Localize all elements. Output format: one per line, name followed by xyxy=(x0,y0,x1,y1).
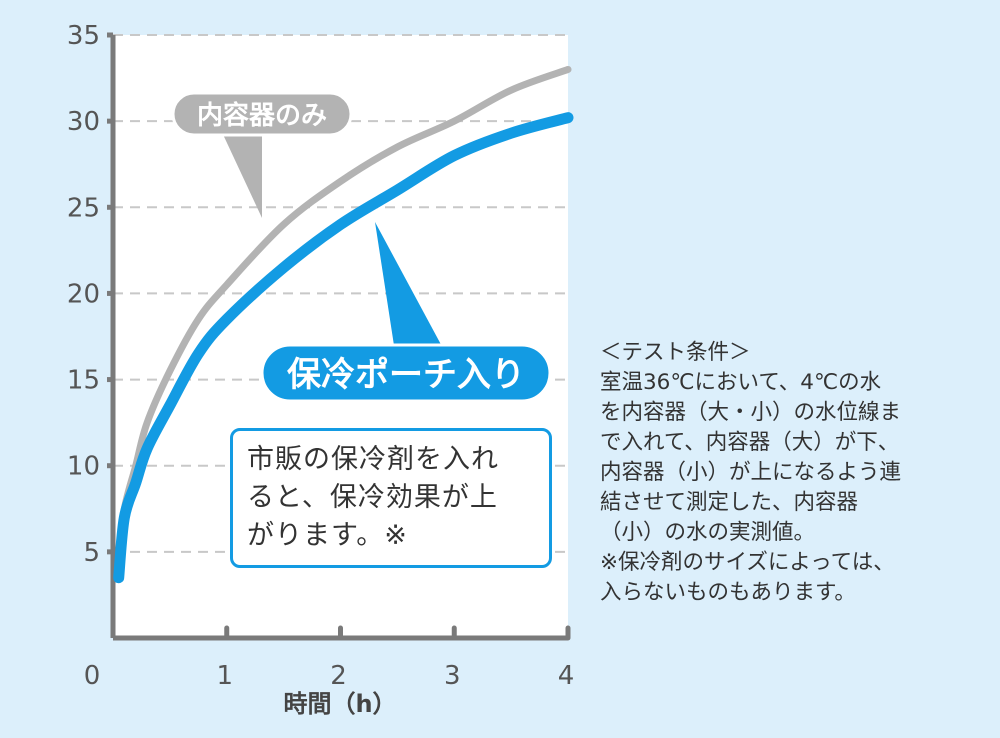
conditions-line: （小）の水の実測値。 xyxy=(600,520,816,545)
conditions-heading: ＜テスト条件＞ xyxy=(600,340,751,365)
x-tick-label: 4 xyxy=(558,661,575,691)
y-tick-label: 20 xyxy=(67,279,100,309)
conditions-line: ※保冷剤のサイズによっては、 xyxy=(600,550,895,575)
y-tick-label: 35 xyxy=(67,21,100,51)
conditions-line: で入れて、内容器（大）が下、 xyxy=(600,430,900,455)
y-tick-label: 25 xyxy=(67,193,100,223)
note-line: 市販の保冷剤を入れ xyxy=(247,444,499,475)
callout-pointer-gray xyxy=(220,128,262,218)
conditions-line: を内容器（大・小）の水位線ま xyxy=(600,400,902,425)
callout-inner-container-label: 内容器のみ xyxy=(197,100,327,131)
conditions-line: 室温36℃において、4℃の水 xyxy=(600,370,882,395)
callout-cooler-pouch-label: 保冷ポーチ入り xyxy=(287,355,525,395)
y-tick-label: 15 xyxy=(67,366,100,396)
x-axis-title: 時間（h） xyxy=(283,690,396,718)
cooler-note-box: 市販の保冷剤を入れ ると、保冷効果が上 がります。※ xyxy=(230,428,552,568)
conditions-line: 内容器（小）が上になるよう連 xyxy=(600,460,902,485)
x-tick-label: 3 xyxy=(444,661,461,691)
test-conditions: ＜テスト条件＞ 室温36℃において、4℃の水 を内容器（大・小）の水位線ま で入… xyxy=(600,338,995,608)
x-tick-label: 2 xyxy=(330,661,347,691)
conditions-line: 入らないものもあります。 xyxy=(600,580,856,605)
callout-cooler-pouch xyxy=(260,343,552,403)
callout-pointer-blue xyxy=(375,222,445,352)
callout-inner-container xyxy=(171,91,353,137)
y-tick-label: 30 xyxy=(67,107,100,137)
note-line: ると、保冷効果が上 xyxy=(247,482,498,513)
series-line-cooler-pouch xyxy=(113,112,574,584)
y-tick-label: 5 xyxy=(83,538,100,568)
conditions-line: 結させて測定した、内容器 xyxy=(600,490,859,515)
y-tick-label: 10 xyxy=(67,452,100,482)
x-tick-label: 1 xyxy=(216,661,233,691)
x-tick-label: 0 xyxy=(84,661,101,691)
note-line: がります。※ xyxy=(247,520,408,551)
